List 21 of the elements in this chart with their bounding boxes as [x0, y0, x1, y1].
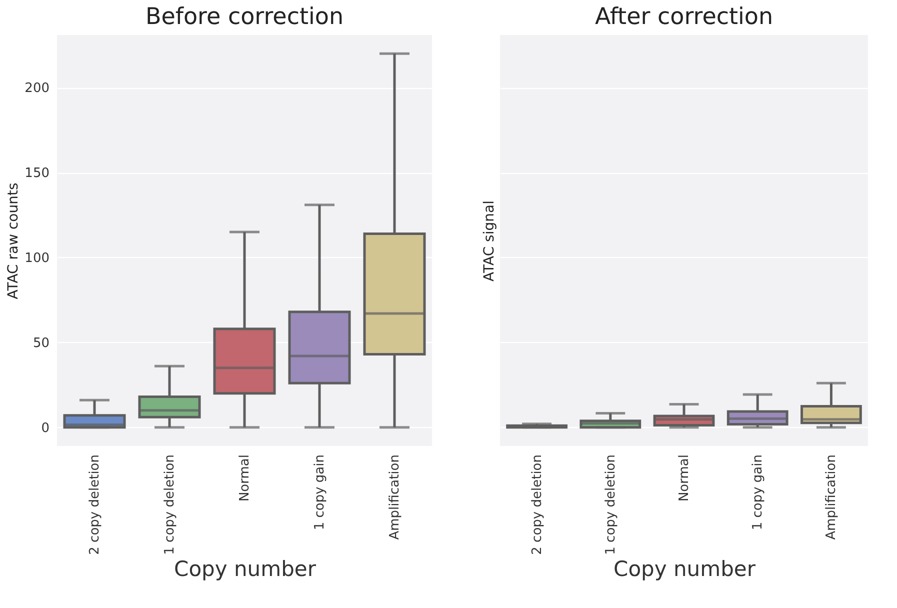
- y-tick-label: 150: [24, 166, 50, 182]
- y-tick-label: 0: [41, 420, 50, 436]
- chart-title: Before correction: [145, 4, 344, 30]
- x-tick-label: Normal: [677, 454, 692, 502]
- y-axis-title: ATAC raw counts: [6, 182, 22, 300]
- x-tick-label: 2 copy deletion: [88, 454, 102, 555]
- x-tick-label: 1 copy gain: [312, 454, 328, 530]
- x-axis-title: Copy number: [174, 556, 316, 581]
- y-tick-label: 200: [24, 81, 50, 96]
- x-tick-label: 1 copy gain: [750, 454, 766, 530]
- x-tick-label: 2 copy deletion: [530, 454, 545, 555]
- x-tick-label: 1 copy deletion: [603, 454, 618, 555]
- x-tick-label: Amplification: [824, 454, 840, 540]
- chart-title: After correction: [594, 4, 774, 30]
- y-axis-title: ATAC signal: [482, 200, 498, 282]
- x-tick-label: 1 copy deletion: [162, 454, 178, 555]
- x-tick-label: Amplification: [388, 454, 402, 540]
- y-tick-label: 100: [24, 250, 50, 266]
- x-axis-title: Copy number: [614, 556, 756, 581]
- y-tick-label: 50: [32, 336, 50, 351]
- x-tick-label: Normal: [238, 454, 252, 502]
